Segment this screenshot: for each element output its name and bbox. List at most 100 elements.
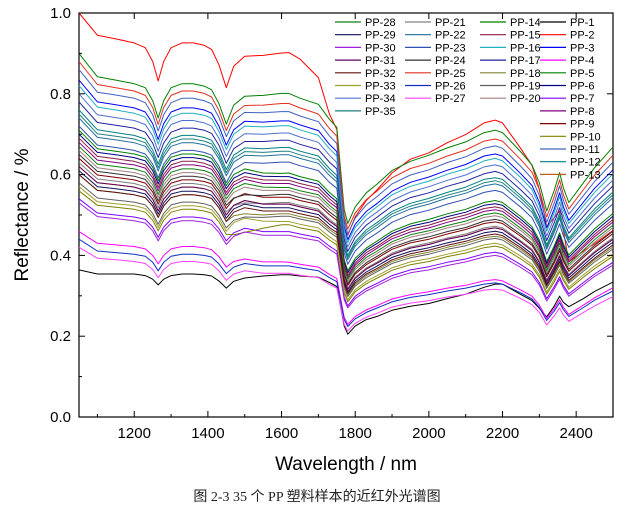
series-line-pp-23 [78,125,614,265]
legend-item-pp-8: PP-8 [540,106,594,118]
series-line-pp-31 [78,166,614,290]
legend-item-pp-35: PP-35 [335,106,396,118]
legend-item-pp-7: PP-7 [540,93,594,105]
series-line-pp-24 [78,154,614,285]
x-tick-label: 1400 [191,425,224,442]
legend-item-pp-13: PP-13 [540,169,601,181]
y-tick-label: 0.8 [50,86,71,103]
legend-label: PP-22 [435,30,466,42]
axes: 1200 1400 1600 1800 2000 2200 2400 0.0 0.2 0.4 0.6… [50,5,614,442]
legend-label: PP-19 [510,81,541,93]
series-line-pp-4 [78,231,614,325]
legend-label: PP-11 [570,144,600,156]
series-line-pp-17 [78,101,614,252]
x-axis-title: Wavelength / nm [275,454,417,475]
legend-label: PP-29 [365,30,396,42]
legend-label: PP-1 [570,17,594,29]
series-line-pp-16 [78,85,614,243]
legend-label: PP-16 [510,42,541,54]
series-line-pp-32 [78,174,614,294]
legend-item-pp-6: PP-6 [540,81,594,93]
x-tick-label: 2400 [559,425,592,442]
legend-label: PP-32 [365,68,396,80]
legend-item-pp-27: PP-27 [405,93,466,105]
legend: PP-28PP-29PP-30PP-31PP-32PP-33PP-34PP-35… [335,17,601,181]
legend-item-pp-14: PP-14 [480,17,541,29]
legend-item-pp-17: PP-17 [480,55,541,67]
legend-label: PP-4 [570,55,594,67]
legend-label: PP-8 [570,106,594,118]
legend-label: PP-13 [570,169,601,181]
legend-item-pp-4: PP-4 [540,55,594,67]
legend-item-pp-31: PP-31 [335,55,396,67]
series-line-pp-27 [78,246,614,332]
legend-item-pp-29: PP-29 [335,30,396,42]
legend-label: PP-34 [365,93,396,105]
legend-item-pp-21: PP-21 [405,17,466,29]
legend-label: PP-23 [435,42,466,54]
series-line-pp-34 [78,93,614,248]
series-layer [78,12,614,335]
series-line-pp-19 [78,182,614,298]
legend-item-pp-12: PP-12 [540,157,601,169]
legend-label: PP-2 [570,30,594,42]
legend-item-pp-25: PP-25 [405,68,466,80]
series-line-pp-33 [78,186,614,301]
legend-item-pp-16: PP-16 [480,42,541,54]
legend-item-pp-26: PP-26 [405,81,466,93]
legend-item-pp-32: PP-32 [335,68,396,80]
series-line-pp-35 [78,113,614,258]
legend-item-pp-1: PP-1 [540,17,594,29]
legend-item-pp-10: PP-10 [540,131,601,143]
legend-label: PP-26 [435,81,466,93]
legend-item-pp-33: PP-33 [335,81,396,93]
legend-item-pp-24: PP-24 [405,55,466,67]
legend-label: PP-12 [570,157,601,169]
legend-label: PP-18 [510,68,541,80]
legend-label: PP-7 [570,93,594,105]
series-line-pp-14 [78,53,614,224]
legend-label: PP-27 [435,93,466,105]
legend-item-pp-11: PP-11 [540,144,600,156]
legend-label: PP-24 [435,55,466,67]
x-tick-label: 1600 [265,425,298,442]
legend-item-pp-19: PP-19 [480,81,541,93]
legend-label: PP-31 [365,55,396,67]
legend-label: PP-25 [435,68,466,80]
legend-item-pp-9: PP-9 [540,119,594,131]
legend-label: PP-5 [570,68,594,80]
y-tick-label: 0.6 [50,167,71,184]
x-tick-label: 2200 [486,425,519,442]
y-tick-label: 0.0 [50,409,71,426]
legend-label: PP-28 [365,17,396,29]
legend-label: PP-14 [510,17,541,29]
legend-label: PP-9 [570,119,594,131]
legend-label: PP-35 [365,106,396,118]
series-line-pp-30 [78,202,614,309]
x-tick-label: 1800 [339,425,372,442]
y-tick-label: 0.2 [50,328,71,345]
x-tick-label: 2000 [412,425,445,442]
legend-label: PP-15 [510,30,541,42]
figure-caption: 图 2-3 35 个 PP 塑料样本的近红外光谱图 [193,490,441,505]
legend-item-pp-5: PP-5 [540,68,594,80]
legend-label: PP-3 [570,42,594,54]
x-tick-label: 1200 [118,425,151,442]
series-line-pp-28 [78,145,614,280]
series-line-pp-15 [78,137,614,276]
legend-item-pp-23: PP-23 [405,42,466,54]
legend-label: PP-33 [365,81,396,93]
legend-label: PP-21 [435,17,466,29]
y-axis-title: Reflectance / % [12,148,33,281]
legend-item-pp-34: PP-34 [335,93,396,105]
series-line-pp-26 [78,238,614,327]
legend-item-pp-30: PP-30 [335,42,396,54]
y-tick-label: 1.0 [50,5,71,22]
legend-item-pp-2: PP-2 [540,30,594,42]
legend-item-pp-20: PP-20 [480,93,541,105]
legend-item-pp-28: PP-28 [335,17,396,29]
y-tick-label: 0.4 [50,247,71,264]
legend-item-pp-22: PP-22 [405,30,466,42]
series-line-pp-11 [78,69,614,235]
